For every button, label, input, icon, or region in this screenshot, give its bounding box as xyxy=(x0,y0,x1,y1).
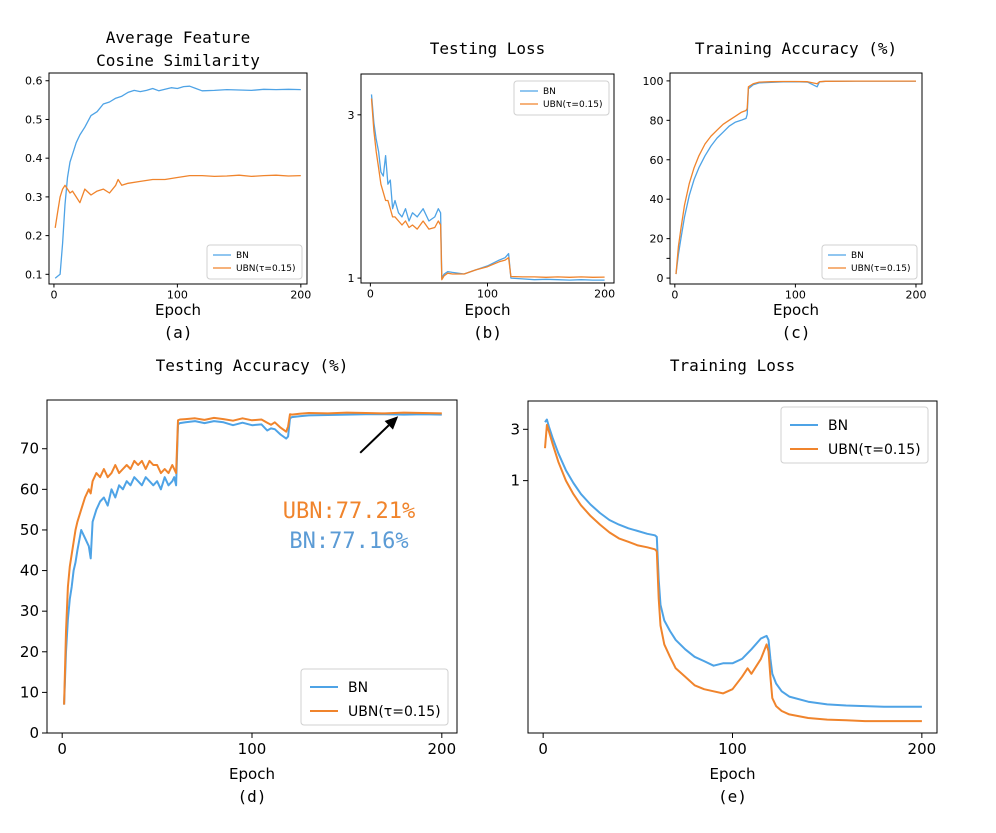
plot-frame xyxy=(48,72,308,285)
x-axis-label: Epoch xyxy=(773,301,819,319)
legend: BN UBN(τ=0.15) xyxy=(206,244,303,280)
y-tick-label: 80 xyxy=(650,114,664,127)
series-line-ubn xyxy=(370,98,605,281)
y-tick-label: 40 xyxy=(650,193,664,206)
y-tick-label: 3 xyxy=(348,109,355,122)
series-line-bn xyxy=(370,94,605,281)
x-axis-label: Epoch xyxy=(155,301,201,319)
y-tick-label: 3 xyxy=(510,420,520,438)
x-tick-label: 100 xyxy=(477,288,498,301)
panel-caption: (c) xyxy=(782,323,811,342)
x-tick-label: 0 xyxy=(50,289,57,302)
series-line-ubn xyxy=(675,80,916,275)
y-tick-label: 50 xyxy=(20,521,39,539)
legend-label-bn: BN xyxy=(828,418,848,434)
y-tick-label: 60 xyxy=(20,480,39,498)
legend-label-ubn: UBN(τ=0.15) xyxy=(543,100,603,110)
legend-label-ubn: UBN(τ=0.15) xyxy=(828,442,921,458)
y-tick-label: 0 xyxy=(29,724,39,742)
panel-a: Average Feature Cosine Similarity 0 100 200 0… xyxy=(25,28,311,342)
chart-title: Testing Loss xyxy=(430,39,546,58)
y-tick-label: 20 xyxy=(20,643,39,661)
panel-caption: (d) xyxy=(238,787,267,806)
y-tick-label: 20 xyxy=(650,233,664,246)
chart-title: Training Accuracy (%) xyxy=(695,39,897,58)
x-tick-label: 100 xyxy=(718,740,747,758)
legend-label-bn: BN xyxy=(851,251,864,261)
y-tick-label: 0 xyxy=(657,272,664,285)
annotation-arrow-head xyxy=(384,416,399,430)
legend: BN UBN(τ=0.15) xyxy=(780,406,929,464)
panel-caption: (b) xyxy=(473,323,502,342)
legend: BN UBN(τ=0.15) xyxy=(821,244,918,280)
x-tick-label: 200 xyxy=(905,289,926,302)
x-tick-label: 0 xyxy=(57,740,67,758)
x-tick-label: 100 xyxy=(785,289,806,302)
panel-e: Training Loss 0 100 200 1 3 Epoch (e) BN UBN(τ=0.… xyxy=(510,356,938,806)
x-tick-label: 0 xyxy=(538,740,548,758)
y-tick-label: 60 xyxy=(650,154,664,167)
panel-caption: (a) xyxy=(164,323,193,342)
legend: BN UBN(τ=0.15) xyxy=(300,668,449,726)
x-tick-label: 100 xyxy=(167,289,188,302)
series-line-bn xyxy=(63,413,442,705)
y-tick-label: 1 xyxy=(510,472,520,490)
series-line-bn xyxy=(544,418,922,708)
y-tick-label: 0.1 xyxy=(25,268,43,281)
panel-d: Testing Accuracy (%) 0 100 200 0 10 20 30 40 50 60… xyxy=(20,356,458,806)
chart-title: Testing Accuracy (%) xyxy=(156,356,349,375)
legend-label-bn: BN xyxy=(236,251,249,261)
x-tick-label: 200 xyxy=(594,288,615,301)
y-tick-label: 30 xyxy=(20,602,39,620)
y-tick-label: 10 xyxy=(20,683,39,701)
x-axis-label: Epoch xyxy=(229,765,275,783)
x-axis-label: Epoch xyxy=(710,765,756,783)
legend-box xyxy=(513,80,610,116)
series-line-bn xyxy=(675,80,916,275)
y-tick-label: 100 xyxy=(643,75,664,88)
chart-title: Cosine Similarity xyxy=(96,51,260,70)
x-tick-label: 100 xyxy=(238,740,267,758)
panel-b: Testing Loss 0 100 200 1 3 Epoch (b) BN UBN(τ=0.1… xyxy=(348,39,616,342)
annotation-ubn-text: UBN:77.21% xyxy=(283,499,415,524)
y-tick-label: 0.2 xyxy=(25,230,43,243)
y-tick-label: 1 xyxy=(348,272,355,285)
y-tick-label: 0.4 xyxy=(25,152,43,165)
x-tick-label: 200 xyxy=(290,289,311,302)
legend-label-bn: BN xyxy=(348,680,368,696)
plot-frame xyxy=(669,72,923,285)
legend-label-ubn: UBN(τ=0.15) xyxy=(851,264,911,274)
annotation-bn-text: BN:77.16% xyxy=(289,529,408,554)
x-axis-label: Epoch xyxy=(465,301,511,319)
legend-label-ubn: UBN(τ=0.15) xyxy=(236,264,296,274)
y-tick-label: 40 xyxy=(20,562,39,580)
y-tick-label: 0.3 xyxy=(25,191,43,204)
annotation-arrow xyxy=(359,424,390,454)
series-line-ubn xyxy=(544,423,922,723)
y-tick-label: 0.6 xyxy=(25,75,43,88)
x-tick-label: 0 xyxy=(367,288,374,301)
y-tick-label: 0.5 xyxy=(25,113,43,126)
panel-c: Training Accuracy (%) 0 100 200 0 20 40 60 80 100… xyxy=(643,39,927,342)
chart-title: Training Loss xyxy=(670,356,795,375)
chart-title: Average Feature xyxy=(106,28,251,47)
series-line-bn xyxy=(54,85,301,279)
annotation-d: UBN:77.21% BN:77.16% xyxy=(283,416,415,554)
legend-box xyxy=(821,244,918,280)
x-tick-label: 200 xyxy=(908,740,937,758)
x-tick-label: 200 xyxy=(427,740,456,758)
x-tick-label: 0 xyxy=(671,289,678,302)
legend-box xyxy=(206,244,303,280)
legend: BN UBN(τ=0.15) xyxy=(513,80,610,116)
legend-label-ubn: UBN(τ=0.15) xyxy=(348,704,441,720)
legend-label-bn: BN xyxy=(543,87,556,97)
y-tick-label: 70 xyxy=(20,440,39,458)
series-line-ubn xyxy=(54,174,301,228)
series-line-ubn xyxy=(63,411,442,705)
panel-caption: (e) xyxy=(718,787,747,806)
